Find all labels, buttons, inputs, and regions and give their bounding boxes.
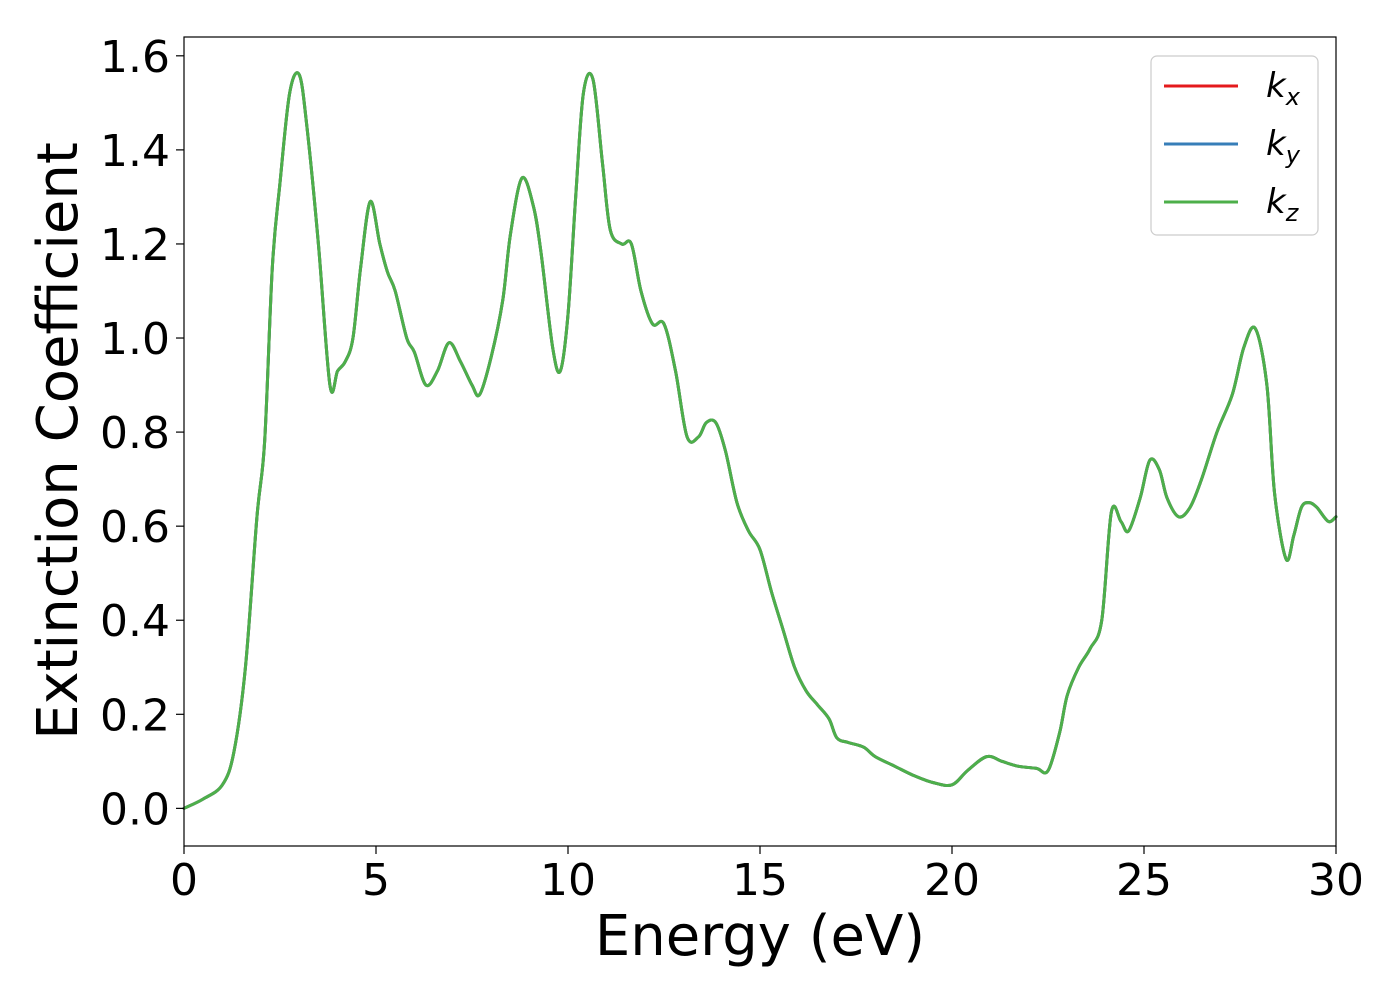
x-tick-label: 5 (362, 855, 390, 906)
y-tick-label: 1.2 (100, 220, 170, 271)
series-layer (182, 71, 1338, 810)
y-tick-label: 1.4 (100, 126, 170, 177)
y-tick-label: 0.6 (100, 502, 170, 553)
y-tick-label: 1.0 (100, 314, 170, 365)
legend-label-kx: kx (1266, 66, 1301, 111)
legend: kx ky kz (1150, 55, 1319, 236)
series-line-kz (182, 71, 1338, 810)
x-tick-label: 0 (170, 855, 198, 906)
y-tick-label: 0.8 (100, 408, 170, 459)
y-tick-label: 1.6 (100, 32, 170, 83)
x-tick-label: 30 (1308, 855, 1364, 906)
x-tick-label: 10 (540, 855, 596, 906)
y-tick-label: 0.2 (100, 690, 170, 741)
x-axis: 0 5 10 15 20 25 30 (170, 846, 1364, 906)
x-tick-label: 15 (732, 855, 788, 906)
x-tick-label: 20 (924, 855, 980, 906)
y-tick-label: 0.4 (100, 596, 170, 647)
x-tick-label: 25 (1116, 855, 1172, 906)
x-axis-label: Energy (eV) (595, 904, 925, 969)
legend-label-ky: ky (1266, 124, 1301, 169)
y-axis-label: Extinction Coefficient (26, 142, 91, 740)
legend-items: kx ky kz (1164, 66, 1301, 227)
y-tick-label: 0.0 (100, 784, 170, 835)
legend-label-kz: kz (1266, 182, 1300, 227)
y-axis: 0.0 0.2 0.4 0.6 0.8 1.0 1.2 1.4 1.6 (100, 32, 184, 835)
